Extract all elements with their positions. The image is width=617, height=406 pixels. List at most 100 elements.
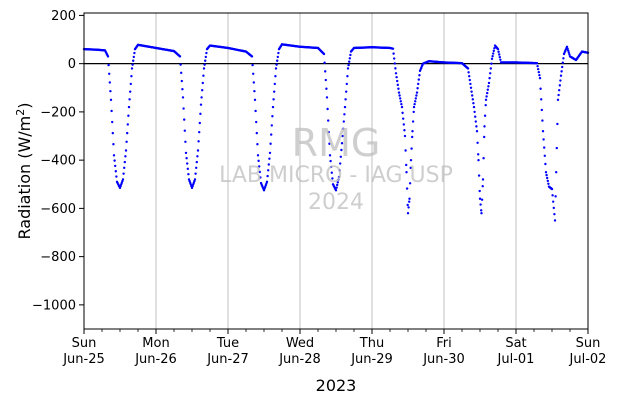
watermark-line-2: LAB MICRO - IAG USP xyxy=(219,163,453,188)
watermark-line-1: RMG xyxy=(292,121,381,165)
data-point xyxy=(195,160,198,164)
data-point xyxy=(492,52,495,55)
y-tick-label: −600 xyxy=(40,202,76,217)
data-point xyxy=(337,175,341,179)
data-point xyxy=(407,206,410,209)
data-point xyxy=(196,155,199,158)
data-point xyxy=(555,146,558,150)
data-point xyxy=(111,120,114,124)
data-point xyxy=(544,162,547,166)
x-tick-label-day: Wed xyxy=(286,336,314,351)
data-point xyxy=(555,171,558,174)
watermark-line-3: 2024 xyxy=(308,190,364,215)
data-point xyxy=(493,47,496,50)
data-point xyxy=(475,125,478,128)
data-point xyxy=(342,120,345,123)
data-point xyxy=(275,63,278,66)
data-point xyxy=(486,91,489,95)
data-point xyxy=(122,172,125,175)
data-point xyxy=(339,162,342,165)
data-point xyxy=(348,57,351,60)
data-point xyxy=(394,67,397,70)
data-point xyxy=(329,159,332,163)
x-tick-label-date: Jun-29 xyxy=(350,352,393,367)
data-point xyxy=(554,195,557,198)
x-tick-label-day: Tue xyxy=(216,336,239,351)
data-point xyxy=(324,70,327,73)
x-tick-label-day: Fri xyxy=(436,336,452,351)
data-point xyxy=(335,186,338,189)
data-point xyxy=(487,85,490,88)
data-point xyxy=(405,171,408,174)
data-point xyxy=(346,67,350,70)
data-point xyxy=(412,110,415,114)
data-point xyxy=(552,200,555,203)
data-point xyxy=(417,82,420,86)
y-axis-title: Radiation (W/m2) xyxy=(14,103,34,240)
data-point xyxy=(270,124,273,127)
data-point xyxy=(205,51,208,55)
data-point xyxy=(478,197,482,200)
data-point xyxy=(468,75,471,78)
data-point xyxy=(474,115,477,118)
x-tick-label-day: Sat xyxy=(505,336,526,351)
data-point xyxy=(258,170,261,174)
grid-lines xyxy=(155,13,517,329)
data-point xyxy=(126,123,129,126)
data-point xyxy=(109,89,112,93)
data-point xyxy=(480,209,483,212)
data-point xyxy=(327,119,330,122)
data-point xyxy=(322,52,326,56)
data-point xyxy=(195,166,198,170)
data-point xyxy=(194,172,197,175)
data-point xyxy=(567,51,570,54)
data-point xyxy=(129,90,132,93)
data-point xyxy=(565,45,569,48)
data-point xyxy=(201,88,204,92)
data-point xyxy=(270,133,273,136)
data-point xyxy=(536,64,539,68)
data-point xyxy=(409,166,412,170)
data-point xyxy=(327,130,330,134)
data-point xyxy=(492,49,495,53)
data-point xyxy=(568,53,571,56)
data-point xyxy=(199,103,203,106)
data-point xyxy=(184,140,187,144)
data-point xyxy=(560,70,563,73)
data-point xyxy=(558,88,561,92)
data-point xyxy=(394,72,398,75)
data-point xyxy=(328,154,332,157)
x-axis-title: 2023 xyxy=(316,376,357,395)
data-point xyxy=(545,173,548,177)
data-point xyxy=(193,178,197,181)
data-point xyxy=(538,73,541,77)
data-point xyxy=(123,166,126,170)
x-tick-label-date: Jun-26 xyxy=(134,352,177,367)
data-point xyxy=(477,158,480,162)
data-point xyxy=(469,82,472,86)
data-point xyxy=(114,170,118,173)
data-point xyxy=(418,74,421,77)
data-point xyxy=(402,117,405,120)
data-point xyxy=(273,82,276,86)
data-point xyxy=(486,88,489,91)
y-tick-label: 0 xyxy=(68,57,76,72)
data-point xyxy=(483,114,487,117)
data-point xyxy=(115,175,118,178)
x-tick-label-date: Jun-25 xyxy=(62,352,105,367)
data-point xyxy=(251,63,254,67)
x-tick-label-date: Jul-02 xyxy=(569,352,607,367)
data-point xyxy=(466,67,470,70)
x-axis: SunJun-25MonJun-26TueJun-27WedJun-28ThuJ… xyxy=(62,329,606,367)
data-point xyxy=(340,148,343,152)
data-point xyxy=(540,98,543,101)
data-point xyxy=(411,120,415,123)
data-point xyxy=(108,81,112,84)
data-point xyxy=(396,83,399,87)
data-point xyxy=(559,74,563,77)
data-point xyxy=(348,60,351,63)
data-point xyxy=(343,113,346,116)
data-point xyxy=(265,180,269,184)
data-point xyxy=(111,131,115,135)
